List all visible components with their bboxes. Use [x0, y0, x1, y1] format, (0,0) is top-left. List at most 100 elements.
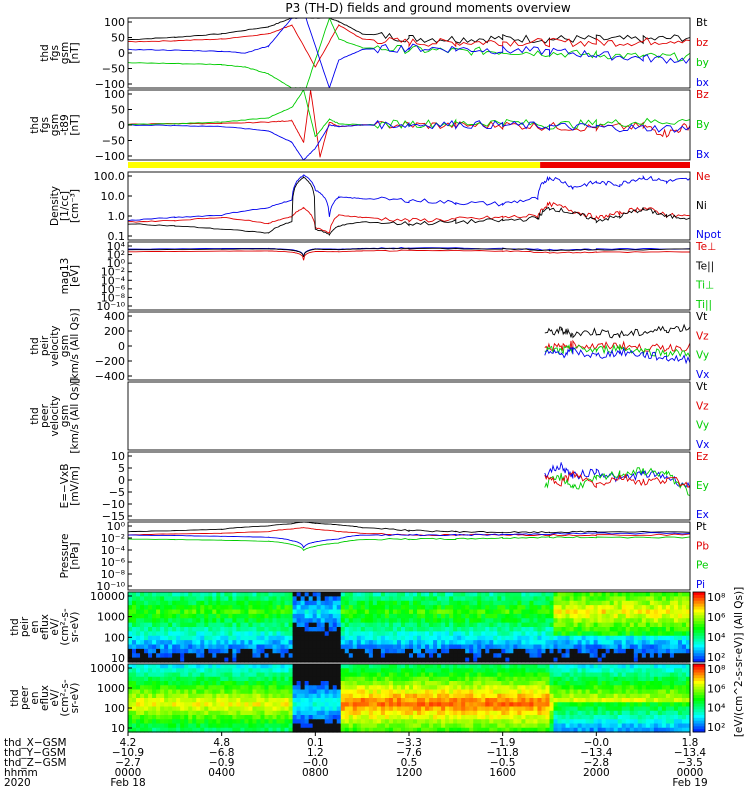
- heatmap-cell: [653, 609, 659, 615]
- heatmap-cell: [573, 668, 579, 674]
- heatmap-cell: [368, 605, 374, 611]
- heatmap-cell: [132, 727, 137, 733]
- y-tick-label: 10: [111, 652, 125, 665]
- heatmap-cell: [625, 664, 631, 669]
- heatmap-cell: [172, 657, 177, 663]
- heatmap-cell: [417, 719, 422, 725]
- heatmap-cell: [352, 622, 358, 628]
- heatmap-cell: [541, 681, 547, 686]
- heatmap-cell: [376, 702, 382, 708]
- heatmap-cell: [396, 706, 402, 712]
- heatmap-cell: [244, 689, 250, 695]
- heatmap-cell: [589, 664, 595, 669]
- heatmap-cell: [437, 592, 442, 597]
- heatmap-cell: [541, 685, 547, 691]
- heatmap-cell: [336, 600, 342, 606]
- legend-entry: Bx: [696, 149, 709, 161]
- heatmap-cell: [328, 698, 334, 703]
- heatmap-cell: [473, 676, 478, 682]
- heatmap-cell: [376, 685, 382, 691]
- heatmap-cell: [204, 664, 209, 669]
- heatmap-cell: [597, 672, 603, 678]
- heatmap-cell: [409, 613, 414, 619]
- heatmap-cell: [513, 715, 518, 720]
- heatmap-cell: [409, 657, 414, 663]
- heatmap-cell: [445, 618, 450, 624]
- y-axis-label-line: thd: [29, 407, 41, 424]
- heatmap-cell: [577, 618, 583, 624]
- heatmap-cell: [433, 644, 438, 650]
- heatmap-cell: [557, 596, 563, 602]
- heatmap-cell: [653, 605, 659, 611]
- heatmap-cell: [685, 681, 691, 686]
- heatmap-cell: [465, 668, 470, 674]
- heatmap-cell: [360, 592, 366, 597]
- heatmap-cell: [236, 605, 241, 611]
- heatmap-cell: [368, 596, 374, 602]
- heatmap-cell: [613, 600, 619, 606]
- heatmap-cell: [148, 702, 153, 708]
- heatmap-cell: [176, 723, 181, 729]
- heatmap-cell: [525, 644, 531, 650]
- heatmap-cell: [669, 698, 675, 703]
- heatmap-cell: [356, 723, 362, 729]
- heatmap-cell: [501, 702, 506, 708]
- heatmap-cell: [172, 596, 177, 602]
- heatmap-cell: [160, 706, 165, 712]
- heatmap-cell: [344, 676, 350, 682]
- heatmap-cell: [577, 622, 583, 628]
- heatmap-cell: [589, 622, 595, 628]
- heatmap-cell: [284, 640, 290, 646]
- heatmap-cell: [609, 613, 615, 619]
- heatmap-cell: [413, 702, 418, 708]
- heatmap-cell: [168, 605, 173, 611]
- heatmap-cell: [336, 635, 342, 641]
- heatmap-cell: [272, 719, 278, 725]
- heatmap-cell: [208, 644, 213, 650]
- footer-value: −0.5: [490, 757, 516, 769]
- heatmap-cell: [392, 689, 398, 695]
- heatmap-cell: [685, 609, 691, 615]
- heatmap-cell: [653, 706, 659, 712]
- heatmap-cell: [469, 676, 474, 682]
- heatmap-cell: [224, 698, 229, 703]
- heatmap-cell: [292, 648, 298, 654]
- heatmap-cell: [421, 592, 426, 597]
- heatmap-cell: [573, 689, 579, 695]
- heatmap-cell: [509, 715, 514, 720]
- colorbar-segment: [693, 606, 705, 610]
- heatmap-cell: [344, 609, 350, 615]
- heatmap-cell: [324, 676, 330, 682]
- heatmap-cell: [380, 698, 386, 703]
- heatmap-cell: [605, 640, 611, 646]
- heatmap-cell: [677, 706, 683, 712]
- heatmap-cell: [308, 710, 314, 716]
- heatmap-cell: [220, 719, 225, 725]
- heatmap-cell: [633, 627, 639, 632]
- heatmap-cell: [645, 640, 651, 646]
- heatmap-cell: [304, 685, 310, 691]
- heatmap-cell: [132, 710, 137, 716]
- heatmap-cell: [469, 727, 474, 733]
- heatmap-cell: [168, 727, 173, 733]
- heatmap-cell: [521, 681, 527, 686]
- heatmap-cell: [252, 706, 258, 712]
- heatmap-cell: [268, 622, 274, 628]
- heatmap-cell: [649, 727, 655, 733]
- heatmap-cell: [481, 653, 486, 659]
- heatmap-cell: [164, 618, 169, 624]
- heatmap-cell: [276, 635, 282, 641]
- heatmap-cell: [296, 613, 302, 619]
- y-axis-label-line: sr-eV): [69, 612, 81, 643]
- heatmap-cell: [645, 706, 651, 712]
- heatmap-cell: [340, 592, 346, 597]
- heatmap-cell: [364, 702, 370, 708]
- colorbar-tick-label: 10²: [707, 651, 725, 664]
- heatmap-cell: [681, 723, 687, 729]
- heatmap-cell: [513, 698, 518, 703]
- heatmap-cell: [136, 640, 141, 646]
- heatmap-cell: [216, 631, 221, 637]
- heatmap-cell: [148, 605, 153, 611]
- colorbar-segment: [693, 647, 705, 651]
